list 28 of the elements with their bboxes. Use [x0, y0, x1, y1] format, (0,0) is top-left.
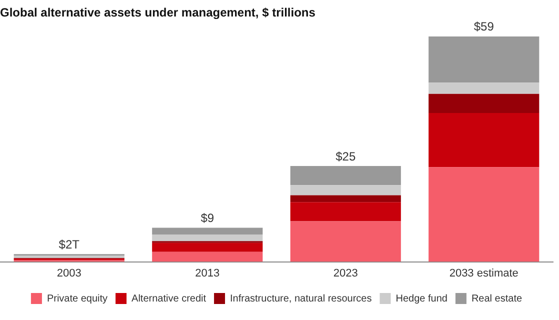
annotation: $2T	[58, 237, 80, 252]
legend-label: Hedge fund	[396, 293, 448, 304]
bar	[428, 82, 540, 94]
legend-label: Private equity	[46, 293, 108, 304]
bar	[290, 221, 401, 262]
bar	[428, 113, 540, 168]
bar	[152, 252, 263, 262]
legend-label: Real estate	[471, 293, 522, 304]
bar	[290, 202, 401, 222]
legend-label: Alternative credit	[132, 293, 206, 304]
bar	[152, 234, 263, 242]
x-tick-label: 2013	[195, 267, 220, 280]
bar	[290, 185, 401, 196]
x-tick-label: 2003	[56, 267, 82, 280]
annotation: $59	[474, 20, 494, 34]
bar	[152, 242, 263, 252]
bar	[428, 167, 540, 262]
legend-label: Infrastructure, natural resources	[230, 293, 372, 304]
bar	[428, 94, 540, 114]
chart-title: Global alternative assets under management, $ trillions	[0, 6, 316, 20]
x-tick-label: 2023	[333, 267, 358, 280]
bar	[428, 36, 540, 83]
bar	[290, 195, 401, 202]
x-tick-label: 2033 estimate	[449, 267, 518, 280]
bar	[290, 166, 401, 186]
bar	[152, 228, 263, 235]
annotation: $25	[336, 149, 356, 164]
annotation: $9	[200, 211, 214, 226]
